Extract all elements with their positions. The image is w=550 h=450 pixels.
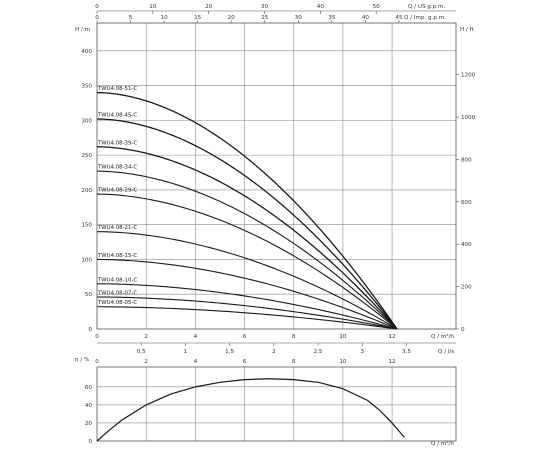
usgpm-tick-30: 30	[261, 4, 269, 10]
eff-y-tick-60: 60	[85, 385, 93, 391]
series-label-twu4-08-45-c: TWU4.08-45-C	[97, 112, 137, 118]
ls-tick-2: 1,5	[225, 349, 234, 355]
series-label-twu4-08-29-c: TWU4.08-29-C	[97, 188, 137, 194]
head-y-tick-0: 0	[88, 327, 92, 333]
usgpm-tick-20: 20	[205, 4, 213, 10]
usgpm-tick-0: 0	[95, 4, 99, 10]
ls-tick-4: 2,5	[314, 349, 323, 355]
series-label-twu4-08-39-c: TWU4.08-39-C	[97, 140, 137, 146]
head-curve-twu4-08-29-c	[96, 193, 398, 330]
head-curve-twu4-08-39-c	[96, 146, 398, 330]
head-yr-title: H / ft	[460, 27, 475, 33]
eff-y-tick-20: 20	[85, 421, 93, 427]
head-y-tick-350: 350	[81, 84, 92, 90]
head-yr-tick-200: 200	[461, 285, 472, 291]
head-curve-twu4-08-21-c	[96, 231, 398, 330]
series-label-twu4-08-51-c: TWU4.08-51-C	[97, 86, 137, 92]
eff-x-tick-6: 6	[243, 359, 247, 365]
ls-tick-1: 1	[184, 349, 188, 355]
head-curve-twu4-08-51-c	[96, 91, 398, 330]
head-yr-tick-1200: 1200	[461, 73, 476, 79]
eff-y-tick-0: 0	[88, 439, 92, 445]
head-y-tick-150: 150	[81, 223, 92, 229]
eff-x-tick-10: 10	[339, 359, 347, 365]
head-y-tick-250: 250	[81, 153, 92, 159]
impgpm-tick-40: 40	[362, 15, 370, 21]
impgpm-tick-10: 10	[161, 15, 169, 21]
series-label-twu4-08-15-c: TWU4.08-15-C	[97, 253, 137, 259]
head-y-tick-300: 300	[81, 118, 92, 124]
usgpm-tick-50: 50	[373, 4, 381, 10]
eff-plot-frame	[96, 366, 457, 442]
head-curve-twu4-08-45-c	[96, 118, 398, 330]
head-x-tick-6: 6	[243, 334, 247, 340]
impgpm-tick-30: 30	[295, 15, 303, 21]
impgpm-tick-45: 45	[395, 15, 403, 21]
impgpm-tick-25: 25	[261, 15, 269, 21]
head-yr-tick-400: 400	[461, 242, 472, 248]
usgpm-title: Q / US g.p.m.	[408, 4, 445, 10]
head-x-tick-8: 8	[292, 334, 296, 340]
head-chart: 0 2 4 6 8 10 12 Q / m³/h05010015020025030035040…	[75, 4, 476, 340]
head-y-tick-200: 200	[81, 188, 92, 194]
usgpm-tick-40: 40	[317, 4, 325, 10]
series-label-twu4-08-07-c: TWU4.08-07-C	[97, 291, 137, 297]
series-label-twu4-08-34-c: TWU4.08-34-C	[97, 165, 137, 171]
head-yr-tick-600: 600	[461, 200, 472, 206]
head-y-tick-100: 100	[81, 257, 92, 263]
impgpm-tick-15: 15	[194, 15, 202, 21]
eff-x-tick-0: 0	[95, 359, 99, 365]
head-plot-frame	[96, 22, 457, 330]
head-curve-twu4-08-34-c	[96, 170, 398, 330]
efficiency-chart: 0,5 1 1,5 2 2,5 3 3,5 Q / l/s 0 2 4 6 8 10 12 Q / m³/h 0…	[75, 342, 457, 447]
impgpm-tick-35: 35	[328, 15, 336, 21]
head-curve-twu4-08-10-c	[96, 283, 398, 330]
head-yr-tick-1000: 1000	[461, 115, 476, 121]
head-x-tick-10: 10	[339, 334, 347, 340]
eff-x-tick-8: 8	[292, 359, 296, 365]
head-curve-twu4-08-07-c	[96, 296, 398, 330]
head-y-tick-400: 400	[81, 49, 92, 55]
ls-tick-3: 2	[272, 349, 276, 355]
series-label-twu4-08-21-c: TWU4.08-21-C	[97, 225, 137, 231]
impgpm-tick-0: 0	[95, 15, 99, 21]
head-curve-twu4-08-15-c	[96, 258, 398, 330]
eff-x-tick-12: 12	[389, 359, 396, 365]
head-yr-tick-800: 800	[461, 157, 472, 163]
eff-y-tick-40: 40	[85, 403, 93, 409]
head-y-tick-50: 50	[85, 292, 93, 298]
head-x-tick-12: 12	[389, 334, 396, 340]
head-y-title: H / m	[75, 27, 90, 33]
eff-x-tick-2: 2	[144, 359, 148, 365]
impgpm-tick-20: 20	[228, 15, 236, 21]
head-yr-tick-0: 0	[461, 327, 465, 333]
head-x-title: Q / m³/h	[431, 333, 454, 340]
ls-tick-0: 0,5	[137, 349, 146, 355]
series-label-twu4-08-05-c: TWU4.08-05-C	[97, 300, 137, 306]
head-x-tick-2: 2	[144, 334, 148, 340]
impgpm-title: Q / Imp. g.p.m.	[404, 15, 446, 21]
ls-tick-6: 3,5	[402, 349, 411, 355]
head-x-tick-4: 4	[194, 334, 198, 340]
head-x-tick-0: 0	[95, 334, 99, 340]
usgpm-tick-10: 10	[149, 4, 157, 10]
eff-x-tick-4: 4	[194, 359, 198, 365]
series-label-twu4-08-10-c: TWU4.08-10-C	[97, 277, 137, 283]
eff-x-title: Q / m³/h	[431, 440, 454, 447]
head-curve-twu4-08-05-c	[96, 306, 398, 330]
eff-y-title: η / %	[75, 357, 89, 363]
efficiency-curve	[96, 378, 405, 442]
ls-tick-5: 3	[360, 349, 364, 355]
impgpm-tick-5: 5	[129, 15, 133, 21]
ls-title: Q / l/s	[438, 349, 454, 355]
